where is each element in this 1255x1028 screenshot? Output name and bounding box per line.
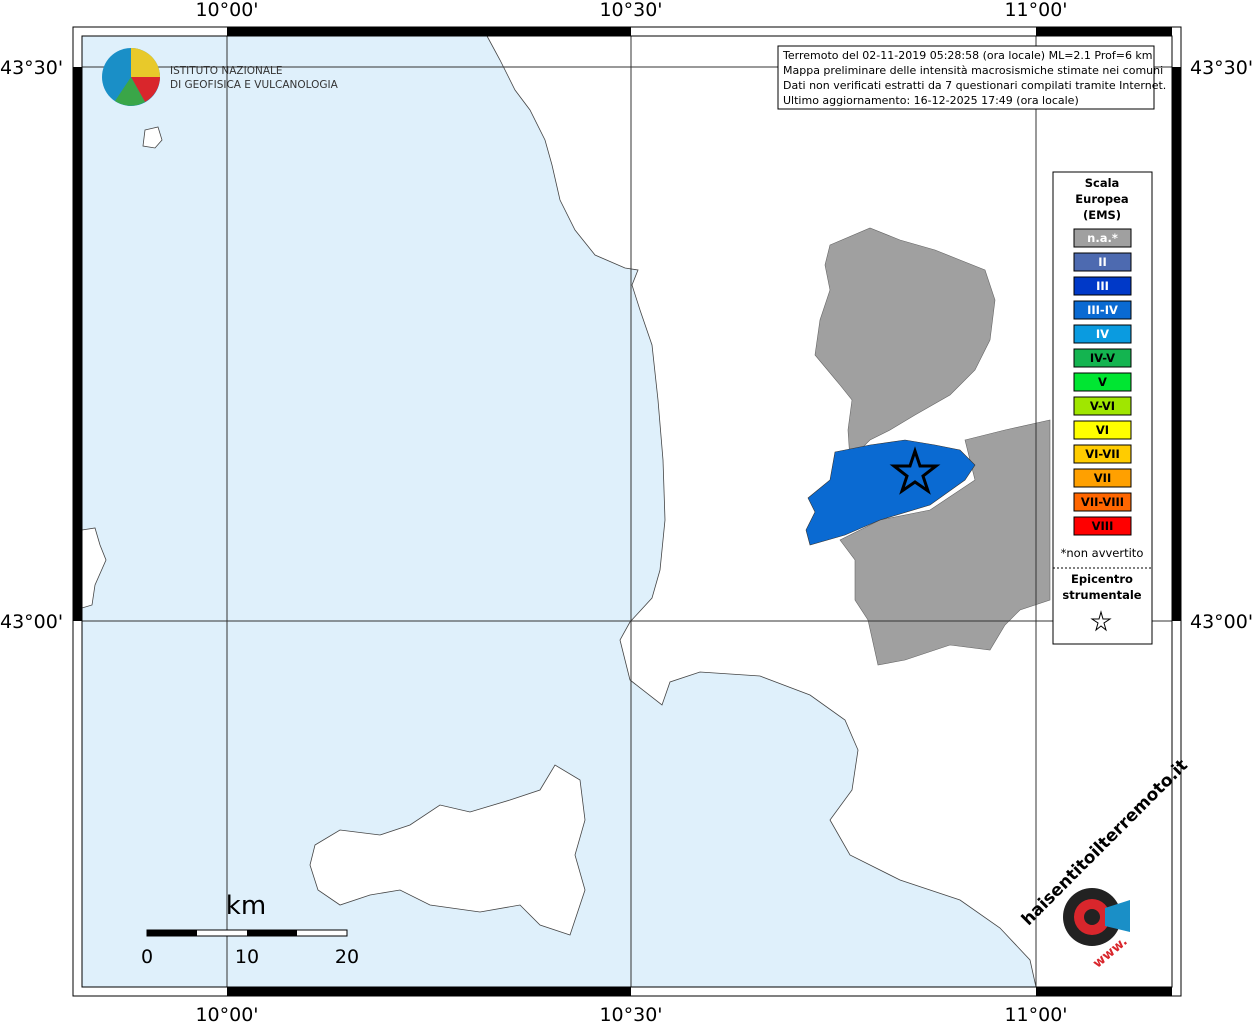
legend-label: IV [1096, 327, 1109, 341]
legend-label: II [1098, 255, 1107, 269]
info-line: Dati non verificati estratti da 7 questi… [783, 79, 1166, 92]
lon-label: 10°00' [195, 0, 258, 21]
lon-label: 10°00' [195, 1004, 258, 1024]
legend-swatch [1073, 348, 1132, 368]
legend-label: VII [1094, 471, 1111, 485]
legend-label: n.a.* [1087, 231, 1118, 245]
legend-label: VI-VII [1085, 447, 1120, 461]
corsica-tip [81, 527, 107, 609]
scale-unit: km [226, 891, 266, 921]
legend-title: Scala [1085, 176, 1120, 190]
info-box [777, 45, 1155, 110]
lat-label: 43°30' [1190, 57, 1253, 79]
legend-label: IV-V [1090, 351, 1115, 365]
legend-label: V-VI [1090, 399, 1115, 413]
capraia-island [142, 126, 163, 149]
legend-footnote: *non avvertito [1061, 546, 1144, 560]
lon-label: 10°30' [599, 1004, 662, 1024]
scale-label: 20 [335, 946, 359, 968]
legend-title: Europea [1075, 192, 1128, 206]
legend-swatch [1073, 492, 1132, 512]
info-line: Ultimo aggiornamento: 16-12-2025 17:49 (… [783, 94, 1079, 107]
scale-bar: km 0 10 20 [141, 891, 359, 968]
legend-label: III-IV [1087, 303, 1118, 317]
legend-epicenter: strumentale [1062, 588, 1141, 602]
scale-label: 0 [141, 946, 153, 968]
lat-label: 43°00' [1190, 611, 1253, 633]
legend-swatch [1073, 324, 1132, 344]
legend-swatch [1073, 276, 1132, 296]
legend-star [1090, 610, 1112, 632]
legend-swatch [1073, 516, 1132, 536]
legend-swatch [1073, 396, 1132, 416]
legend-label: VII-VIII [1081, 495, 1124, 509]
scale-label: 10 [235, 946, 259, 968]
municipality-na-north [814, 227, 996, 461]
legend-swatch [1073, 444, 1132, 464]
ingv-logo: ISTITUTO NAZIONALE DI GEOFISICA E VULCAN… [102, 48, 339, 106]
logo-text: DI GEOFISICA E VULCANOLOGIA [170, 79, 339, 91]
info-line: Terremoto del 02-11-2019 05:28:58 (ora l… [782, 49, 1153, 62]
municipality-na-south [839, 419, 1051, 666]
elba-island [309, 764, 586, 936]
legend-swatch [1073, 252, 1132, 272]
legend-epicenter: Epicentro [1071, 572, 1133, 586]
legend-label: V [1098, 375, 1107, 389]
legend-swatch [1073, 468, 1132, 488]
legend-label: III [1096, 279, 1109, 293]
logo-text: ISTITUTO NAZIONALE [170, 65, 283, 77]
legend-title: (EMS) [1083, 208, 1121, 222]
lat-label: 43°30' [0, 57, 63, 79]
legend-swatch [1073, 372, 1132, 392]
legend-label: VIII [1092, 519, 1114, 533]
lon-label: 11°00' [1004, 1004, 1067, 1024]
lon-label: 10°30' [599, 0, 662, 21]
lat-label: 43°00' [0, 611, 63, 633]
legend-swatch [1073, 228, 1132, 248]
legend-swatch [1073, 300, 1132, 320]
info-line: Mappa preliminare delle intensità macros… [783, 64, 1163, 77]
frame [72, 26, 1182, 997]
legend-swatch [1073, 420, 1132, 440]
lon-label: 11°00' [1004, 0, 1067, 21]
epicenter-star [889, 446, 941, 495]
legend-label: VI [1096, 423, 1109, 437]
